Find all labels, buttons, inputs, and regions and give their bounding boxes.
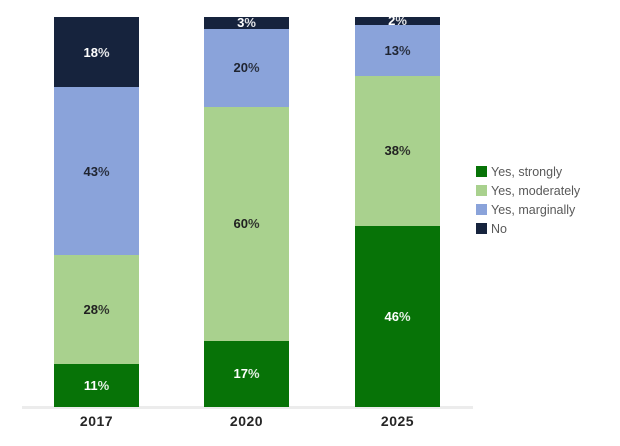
bar-2017: 18% 43% 28% 11% <box>54 17 139 407</box>
segment-value-label: 2% <box>388 13 407 29</box>
legend-label: Yes, strongly <box>491 164 563 179</box>
bar-segment: 2% <box>355 13 440 28</box>
bar-segment: 38% <box>355 76 440 226</box>
bar-2020: 3% 20% 60% 17% <box>204 15 289 407</box>
legend-swatch-icon <box>476 166 487 177</box>
segment-value-label: 18% <box>83 44 110 60</box>
segment-value-label: 20% <box>233 60 260 76</box>
bar-2025: 2% 13% 38% 46% <box>355 13 440 407</box>
bar-segment: 28% <box>54 254 139 365</box>
x-axis-label: 2017 <box>79 413 114 429</box>
legend: Yes, strongly Yes, moderately Yes, margina… <box>476 162 580 238</box>
legend-label: No <box>491 221 507 236</box>
bar-segment: 3% <box>204 15 289 31</box>
x-axis-label: 2020 <box>229 413 264 429</box>
segment-value-label: 3% <box>237 15 256 31</box>
legend-item: Yes, marginally <box>476 200 580 219</box>
x-axis-label: 2025 <box>380 413 415 429</box>
x-axis-line <box>22 406 473 409</box>
legend-swatch-icon <box>476 223 487 234</box>
bar-segment: 46% <box>355 225 440 407</box>
legend-label: Yes, marginally <box>491 202 576 217</box>
segment-value-label: 13% <box>384 42 411 58</box>
legend-swatch-icon <box>476 185 487 196</box>
bar-segment: 43% <box>54 87 139 255</box>
segment-value-label: 46% <box>384 308 411 324</box>
segment-value-label: 11% <box>83 378 110 393</box>
segment-value-label: 28% <box>83 301 110 317</box>
segment-value-label: 60% <box>233 216 260 232</box>
bar-segment: 11% <box>54 364 139 407</box>
bar-segment: 20% <box>204 28 289 107</box>
segment-value-label: 17% <box>233 366 260 382</box>
segment-value-label: 38% <box>384 143 411 159</box>
legend-item: Yes, strongly <box>476 162 580 181</box>
segment-value-label: 43% <box>83 163 110 179</box>
legend-swatch-icon <box>476 204 487 215</box>
bar-segment: 60% <box>204 106 289 341</box>
legend-item: Yes, moderately <box>476 181 580 200</box>
legend-item: No <box>476 219 580 238</box>
bar-segment: 13% <box>355 24 440 77</box>
bar-segment: 18% <box>54 17 139 88</box>
bar-segment: 17% <box>204 340 289 407</box>
legend-label: Yes, moderately <box>491 183 581 198</box>
